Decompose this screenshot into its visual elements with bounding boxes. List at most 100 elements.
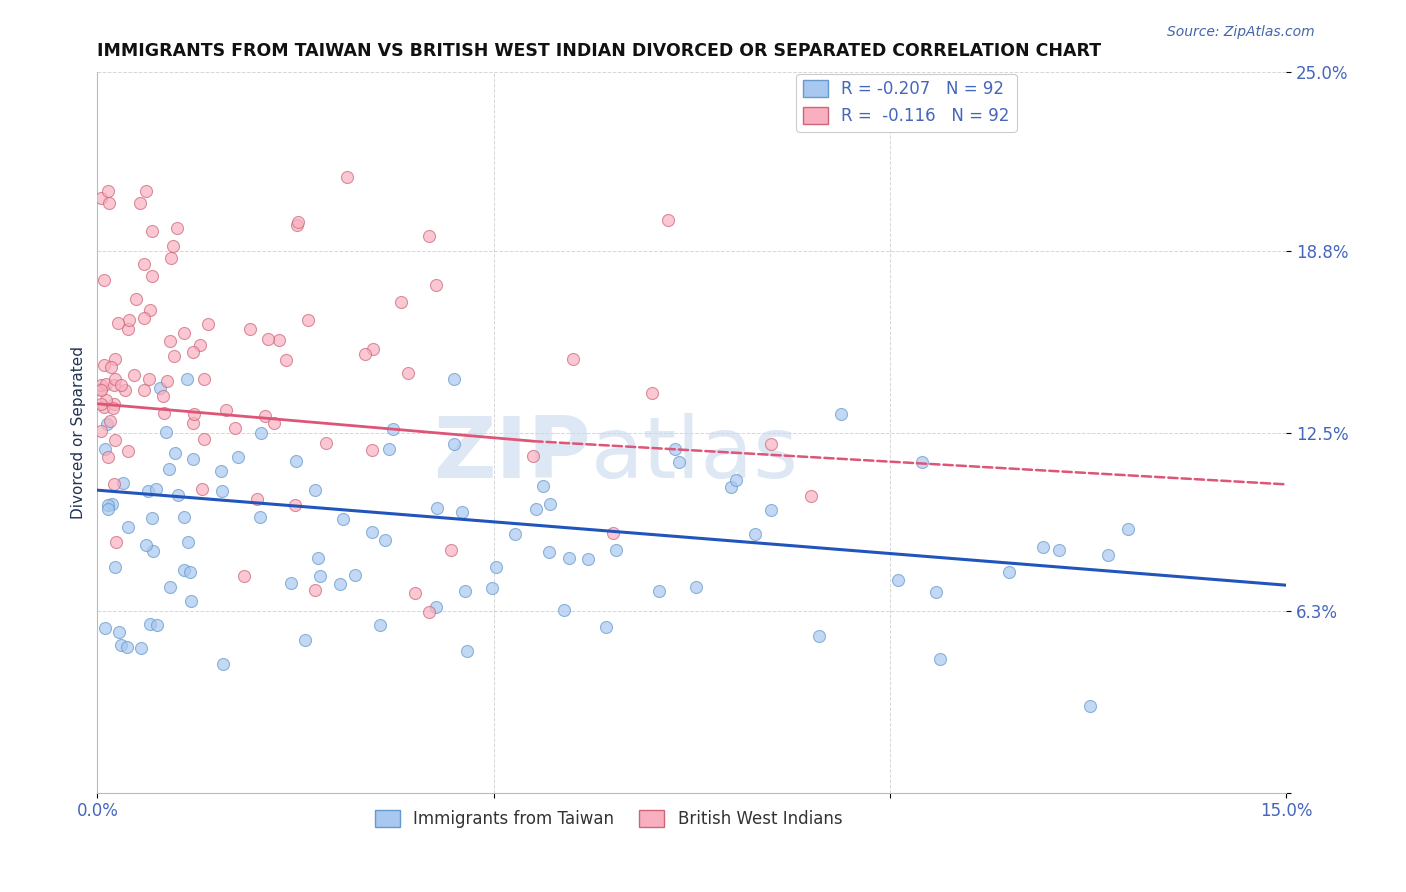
- Point: [96, 393, 118, 408]
- Text: ZIP: ZIP: [433, 413, 591, 496]
- Point: [122, 368, 145, 382]
- Point: [190, 482, 212, 496]
- Text: IMMIGRANTS FROM TAIWAN VS BRITISH WEST INDIAN DIVORCED OR SEPARATED CORRELATION : IMMIGRANTS FROM TAIWAN VS BRITISH WEST I…: [97, 42, 1101, 60]
- Point: [138, 372, 160, 386]
- Point: [503, 527, 526, 541]
- Point: [159, 580, 181, 594]
- Point: [103, 378, 125, 392]
- Point: [454, 583, 477, 598]
- Point: [538, 497, 561, 511]
- Point: [90, 397, 112, 411]
- Point: [456, 644, 478, 658]
- Y-axis label: Divorced or Separated: Divorced or Separated: [72, 346, 86, 519]
- Point: [103, 397, 125, 411]
- Point: [98, 413, 121, 427]
- Point: [440, 543, 463, 558]
- Point: [725, 473, 748, 487]
- Point: [179, 565, 201, 579]
- Point: [426, 500, 449, 515]
- Point: [595, 620, 617, 634]
- Point: [104, 434, 127, 448]
- Point: [396, 366, 419, 380]
- Point: [162, 349, 184, 363]
- Point: [163, 446, 186, 460]
- Point: [800, 489, 823, 503]
- Point: [285, 218, 308, 232]
- Point: [443, 372, 465, 386]
- Point: [538, 545, 561, 559]
- Point: [209, 464, 232, 478]
- Point: [90, 424, 112, 438]
- Point: [998, 565, 1021, 579]
- Point: [249, 509, 271, 524]
- Point: [759, 437, 782, 451]
- Point: [100, 359, 122, 374]
- Point: [115, 640, 138, 654]
- Point: [668, 454, 690, 468]
- Point: [117, 443, 139, 458]
- Point: [141, 511, 163, 525]
- Point: [297, 313, 319, 327]
- Point: [181, 452, 204, 467]
- Point: [576, 552, 599, 566]
- Point: [112, 475, 135, 490]
- Point: [110, 378, 132, 392]
- Point: [211, 483, 233, 498]
- Point: [287, 215, 309, 229]
- Point: [108, 625, 131, 640]
- Point: [141, 268, 163, 283]
- Point: [197, 317, 219, 331]
- Point: [93, 358, 115, 372]
- Point: [101, 497, 124, 511]
- Point: [98, 195, 121, 210]
- Point: [418, 228, 440, 243]
- Point: [90, 383, 112, 397]
- Point: [132, 257, 155, 271]
- Point: [136, 483, 159, 498]
- Point: [294, 633, 316, 648]
- Point: [315, 435, 337, 450]
- Point: [332, 512, 354, 526]
- Point: [450, 505, 472, 519]
- Point: [180, 594, 202, 608]
- Point: [720, 480, 742, 494]
- Point: [152, 389, 174, 403]
- Point: [97, 501, 120, 516]
- Point: [425, 278, 447, 293]
- Point: [93, 400, 115, 414]
- Point: [425, 599, 447, 614]
- Point: [134, 538, 156, 552]
- Point: [924, 584, 946, 599]
- Point: [117, 322, 139, 336]
- Point: [368, 617, 391, 632]
- Point: [336, 169, 359, 184]
- Point: [830, 408, 852, 422]
- Point: [481, 581, 503, 595]
- Point: [160, 251, 183, 265]
- Legend: Immigrants from Taiwan, British West Indians: Immigrants from Taiwan, British West Ind…: [368, 803, 849, 835]
- Point: [135, 184, 157, 198]
- Point: [176, 371, 198, 385]
- Point: [657, 212, 679, 227]
- Point: [118, 313, 141, 327]
- Point: [107, 316, 129, 330]
- Point: [284, 498, 307, 512]
- Point: [173, 563, 195, 577]
- Point: [911, 455, 934, 469]
- Point: [193, 372, 215, 386]
- Point: [522, 449, 544, 463]
- Point: [360, 524, 382, 539]
- Point: [361, 442, 384, 457]
- Point: [263, 416, 285, 430]
- Point: [664, 442, 686, 457]
- Point: [132, 311, 155, 326]
- Point: [193, 432, 215, 446]
- Point: [173, 510, 195, 524]
- Point: [269, 333, 291, 347]
- Point: [90, 378, 112, 392]
- Point: [173, 326, 195, 341]
- Point: [605, 543, 627, 558]
- Point: [183, 407, 205, 421]
- Point: [233, 568, 256, 582]
- Point: [418, 605, 440, 619]
